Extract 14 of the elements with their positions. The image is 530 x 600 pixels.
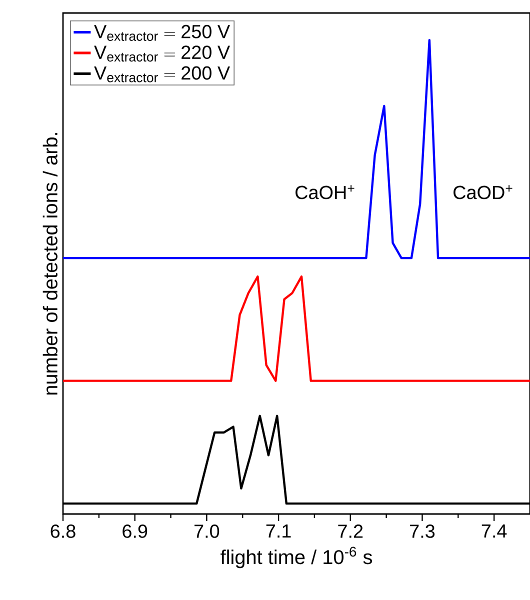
x-tick-label: 7.3 bbox=[410, 524, 435, 538]
annotation: CaOD$^{+}$ bbox=[454, 185, 512, 200]
x-tick-label: 6.8 bbox=[50, 524, 76, 538]
y-axis-title: number of detected ions / arb. bbox=[42, 132, 58, 395]
legend-label: $\mathrm{V}_{\mathrm{extractor}} = \mathrm{220\ V}$ bbox=[94, 46, 230, 62]
legend-label: $\mathrm{V}_{\mathrm{extractor}} = \mathrm{250\ V}$ bbox=[94, 24, 230, 41]
x-tick-label: 7.0 bbox=[194, 524, 220, 538]
x-tick-label: 7.2 bbox=[338, 524, 363, 538]
legend-label: $\mathrm{V}_{\mathrm{extractor}} = \mathrm{200\ V}$ bbox=[94, 66, 230, 82]
annotation: CaOH$^{+}$ bbox=[296, 185, 354, 200]
x-axis-title: flight time / 10$^{-6}$ s bbox=[220, 546, 372, 568]
x-tick-label: 7.4 bbox=[482, 524, 507, 538]
x-tick-label: 7.1 bbox=[266, 524, 291, 538]
x-tick-label: 6.9 bbox=[122, 524, 148, 538]
